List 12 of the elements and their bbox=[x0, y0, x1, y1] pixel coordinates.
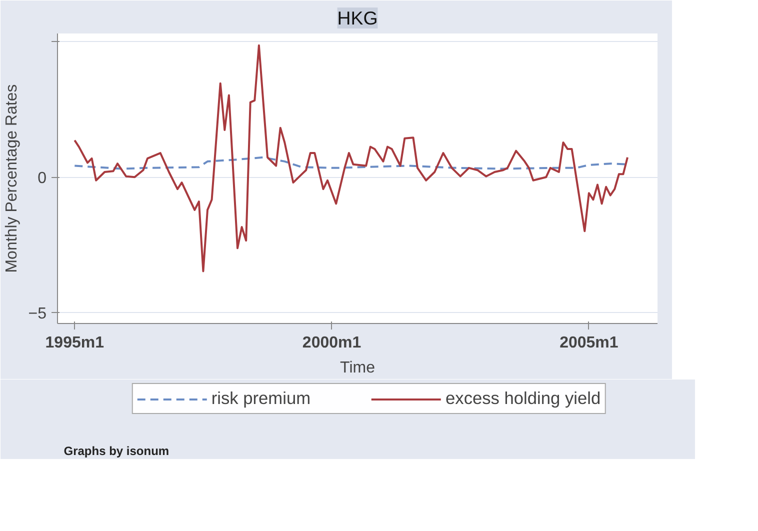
x-axis-title: Time bbox=[340, 360, 376, 376]
x-tick-label: 2005m1 bbox=[560, 334, 618, 352]
x-tick-label: 2000m1 bbox=[302, 334, 362, 352]
y-tick-label: 0 bbox=[38, 170, 47, 188]
y-tick-label: −5 bbox=[28, 306, 47, 323]
legend-label: excess holding yield bbox=[446, 388, 601, 409]
text: Graphs by isonum bbox=[64, 444, 170, 458]
chart-title: HKG bbox=[337, 8, 378, 28]
y-axis-title: Monthly Percentage Rates bbox=[3, 84, 20, 273]
legend-label: risk premium bbox=[211, 388, 311, 409]
x-tick-label: 1995m1 bbox=[45, 334, 104, 352]
line-series bbox=[74, 44, 628, 272]
